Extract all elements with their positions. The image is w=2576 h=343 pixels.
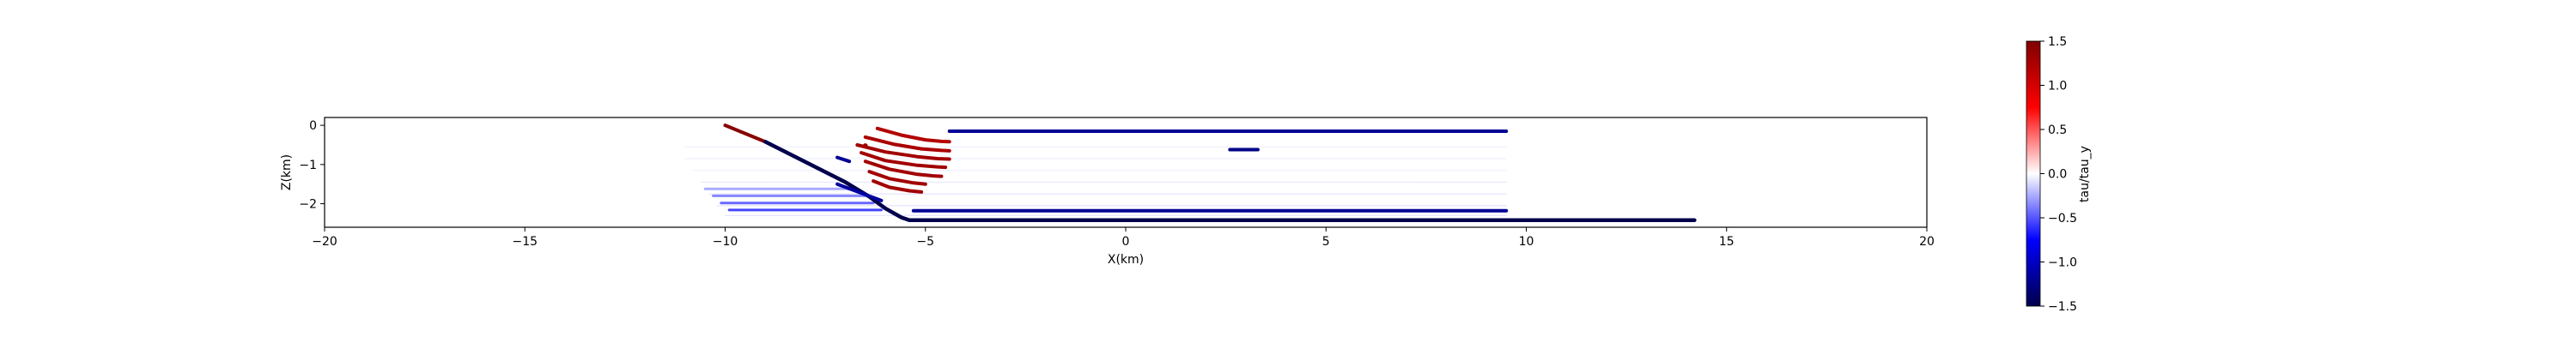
x-tick-label: −5 <box>916 235 934 249</box>
series-red-arc-5 <box>863 159 944 178</box>
x-tick-label: 20 <box>1919 235 1935 249</box>
y-axis-label: Z(km) <box>280 154 294 190</box>
series-blue-tick <box>835 155 852 164</box>
colorbar-tick-label: 1.0 <box>2048 80 2067 93</box>
plot-area <box>324 117 1928 228</box>
y-tick-label: −2 <box>299 198 317 212</box>
y-axis: 0 −1 −2 <box>299 119 325 212</box>
series-red-arc-6 <box>867 170 927 186</box>
plot-background <box>325 117 1927 227</box>
series-fault-upper-red <box>723 123 768 144</box>
colorbar-tick-label: −1.0 <box>2048 256 2077 270</box>
x-tick-label: 5 <box>1322 235 1330 249</box>
x-tick-label: 15 <box>1719 235 1735 249</box>
series-red-arc-4 <box>860 151 948 170</box>
series-fault-main <box>762 140 912 223</box>
colorbar-tick-label: −0.5 <box>2048 212 2077 226</box>
x-tick-label: −20 <box>312 235 337 249</box>
colorbar-label: tau/tau_y <box>2078 146 2092 202</box>
series-red-arc-1 <box>875 126 951 144</box>
x-tick-label: 0 <box>1122 235 1130 249</box>
x-axis: −20 −15 −10 −5 0 5 10 15 20 <box>312 227 1935 249</box>
series-red-arc-7 <box>872 179 924 194</box>
x-tick-label: 10 <box>1519 235 1534 249</box>
x-tick-label: −15 <box>512 235 538 249</box>
x-tick-label: −10 <box>713 235 738 249</box>
colorbar-gradient <box>2026 40 2041 307</box>
series-red-arc-3 <box>855 143 951 161</box>
series-red-arc-2 <box>863 135 951 153</box>
colorbar-tick-label: 0.0 <box>2048 168 2067 182</box>
colorbar-tick-label: −1.5 <box>2048 300 2077 314</box>
x-axis-label: X(km) <box>1108 253 1144 267</box>
colorbar: 1.5 1.0 0.5 0.0 −0.5 −1.0 −1.5 tau/tau_y <box>2026 35 2092 314</box>
colorbar-tick-label: 0.5 <box>2048 123 2067 137</box>
series-red-dot <box>862 143 868 148</box>
data-marks <box>684 123 1697 223</box>
colorbar-tick-label: 1.5 <box>2048 35 2067 49</box>
y-tick-label: −1 <box>299 159 317 172</box>
series-blue-branch <box>835 182 884 202</box>
y-tick-label: 0 <box>309 119 317 133</box>
colorbar-ticks: 1.5 1.0 0.5 0.0 −0.5 −1.0 −1.5 <box>2040 35 2077 314</box>
